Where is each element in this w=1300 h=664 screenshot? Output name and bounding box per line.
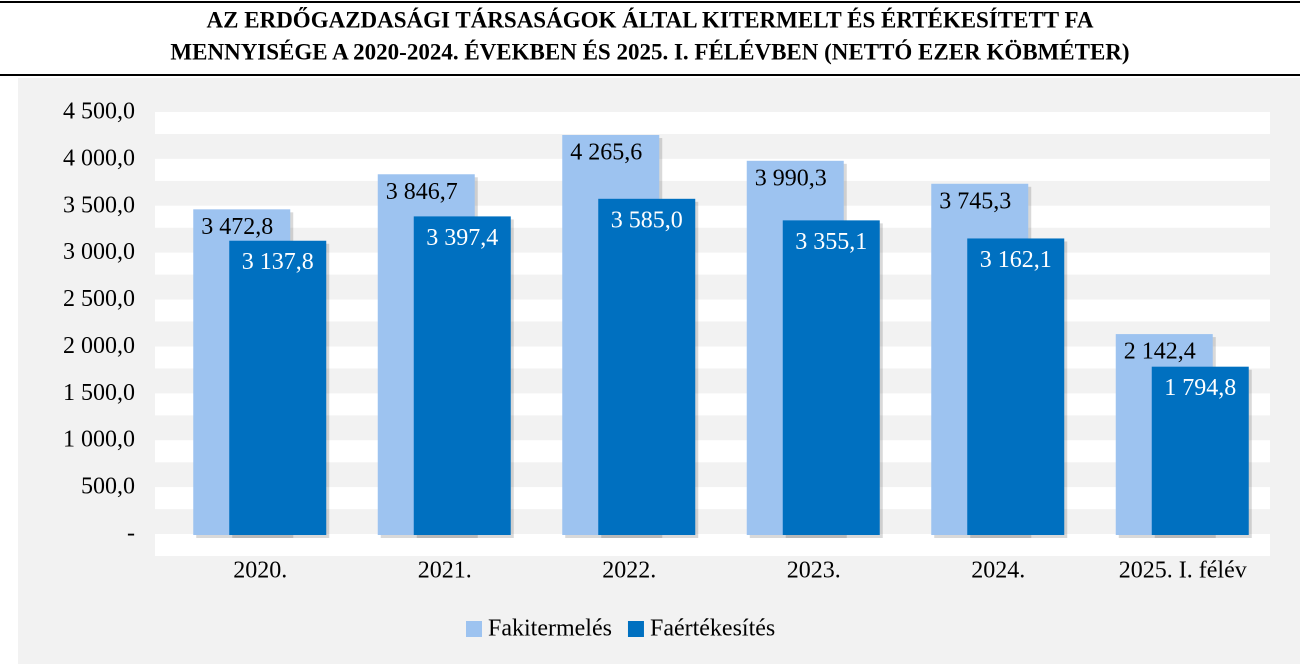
- data-label: 1 794,8: [1164, 375, 1236, 401]
- x-tick-label: 2020.: [233, 558, 287, 584]
- data-label: 3 990,3: [755, 165, 827, 191]
- y-tick-label: 500,0: [81, 474, 135, 500]
- data-label: 2 142,4: [1124, 339, 1196, 365]
- bar: [413, 216, 511, 535]
- x-tick-label: 2024.: [971, 558, 1025, 584]
- x-tick-label: 2021.: [418, 558, 472, 584]
- data-label: 3 355,1: [795, 229, 867, 255]
- chart-title: AZ ERDŐGAZDASÁGI TÁRSASÁGOK ÁLTAL KITERM…: [207, 6, 1094, 32]
- data-label: 3 472,8: [201, 214, 273, 240]
- data-label: 3 397,4: [426, 225, 498, 251]
- legend-label: Fakitermelés: [488, 616, 612, 642]
- chart-subtitle: MENNYISÉGE A 2020-2024. ÉVEKBEN ÉS 2025.…: [170, 38, 1129, 64]
- bar: [967, 238, 1065, 536]
- legend-label: Faértékesítés: [650, 616, 775, 642]
- x-tick-label: 2022.: [602, 558, 656, 584]
- data-label: 3 137,8: [242, 249, 314, 275]
- data-label: 3 745,3: [939, 188, 1011, 214]
- bar: [782, 220, 880, 535]
- x-tick-label: 2023.: [787, 558, 841, 584]
- data-label: 4 265,6: [570, 139, 642, 165]
- y-tick-label: 4 000,0: [63, 145, 135, 171]
- y-tick-label: 2 000,0: [63, 333, 135, 359]
- bar: [598, 198, 696, 535]
- y-tick-label: 4 500,0: [63, 99, 135, 125]
- legend-swatch: [627, 621, 644, 637]
- y-tick-label: 1 000,0: [63, 427, 135, 453]
- data-label: 3 162,1: [980, 247, 1052, 273]
- bar: [229, 240, 327, 536]
- bar: [1151, 366, 1249, 535]
- data-label: 3 585,0: [611, 207, 683, 233]
- x-tick-label: 2025. I. félév: [1119, 558, 1247, 584]
- y-tick-label: 3 500,0: [63, 192, 135, 218]
- data-label: 3 846,7: [386, 179, 458, 205]
- y-tick-label: 2 500,0: [63, 286, 135, 312]
- y-tick-label: 3 000,0: [63, 239, 135, 265]
- y-tick-label: 1 500,0: [63, 380, 135, 406]
- legend-swatch: [466, 621, 482, 637]
- y-tick-label: -: [127, 521, 135, 547]
